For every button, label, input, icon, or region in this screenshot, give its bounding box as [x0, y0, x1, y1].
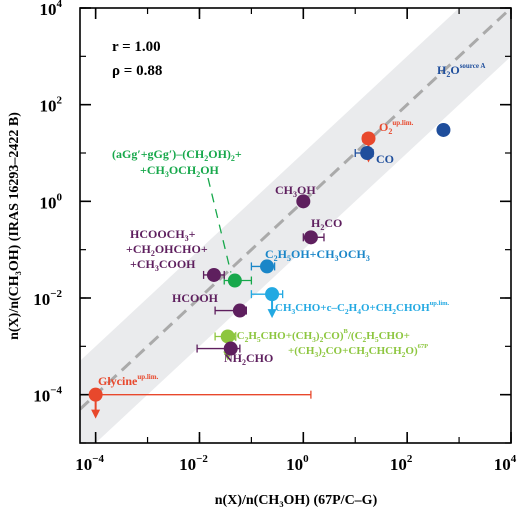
correlation-r: r = 1.00 [112, 39, 161, 55]
label-propanal: (C2H5CHO+(CH3)2CO)B/(C2H5CHO+ [233, 328, 410, 344]
x-axis-label: n(X)/n(CH₃OH) (67P/C–G) [215, 493, 378, 508]
label-co: CO [376, 152, 394, 166]
label-hcooch3: HCOOCH3+ [130, 227, 196, 243]
one-to-one-line [80, 8, 511, 411]
x-tick-label: 10−4 [75, 453, 104, 474]
y-tick-label: 100 [40, 191, 63, 212]
point-hcooh [232, 303, 247, 318]
point-c2h5cho-ch3-2co-c2h5cho-ch3-2co-ch3chch2o [220, 329, 235, 344]
label-o2: O2up.lim. [379, 119, 414, 136]
label-hcooch3-line3: +CH3COOH [130, 257, 196, 273]
point-glycine [88, 387, 103, 402]
label-hcooh: HCOOH [172, 291, 219, 305]
label-c2h5oh: C2H5OH+CH3OCH3 [265, 247, 370, 263]
y-tick-label: 10−4 [33, 385, 62, 406]
label-glycine: Glycineup.lim. [98, 373, 159, 388]
point-o2 [361, 131, 376, 146]
y-tick-label: 102 [40, 95, 63, 116]
label-propanal-line2: +(CH3)2CO+CH3CHCH2O)67P [288, 343, 428, 359]
point-c2h5oh-ch3och3 [260, 259, 275, 274]
point-ch3oh [296, 194, 311, 209]
y-tick-label: 104 [40, 0, 63, 19]
label-ch3oh: CH3OH [275, 183, 316, 199]
x-tick-label: 100 [286, 453, 309, 474]
upper-limit-arrowhead-glycine [91, 409, 101, 419]
x-tick-label: 104 [494, 453, 517, 474]
label-nh2cho: NH2CHO [224, 351, 273, 367]
point-hcooch3-ch2ohcho-ch3cooh [206, 267, 221, 282]
label-ch3cho: CH3CHO+c–C2H4O+CH2CHOHup.lim. [275, 300, 450, 316]
label-hcooch3-line2: +CH2OHCHO+ [126, 242, 208, 258]
label-ethylene-glycol: (aGg′+gGg′)–(CH2OH)2+ [112, 147, 242, 163]
point-agg-ggg-ch2oh-2-ch3och2oh [227, 273, 242, 288]
y-axis-label: n(X)/n(CH₃OH) (IRAS 16293–2422 B) [7, 112, 22, 340]
ethylene-glycol-leader-line [207, 177, 232, 273]
label-h2o: H2Osource A [437, 62, 485, 79]
agreement-band [80, 8, 511, 443]
label-ethylene-glycol-line2: +CH3OCH2OH [140, 163, 220, 179]
label-h2co: H2CO [311, 216, 342, 232]
point-ch3cho-c-c2h4o-ch2choh [265, 287, 280, 302]
correlation-rho: ρ = 0.88 [112, 63, 162, 79]
x-tick-label: 102 [390, 453, 413, 474]
plot-frame [79, 7, 512, 444]
point-h2co [303, 230, 318, 245]
point-co [360, 146, 375, 160]
upper-limit-arrowhead-ch3cho-c-c2h4o-ch2choh [267, 309, 277, 319]
y-tick-label: 10−2 [33, 288, 62, 309]
point-h2o [436, 122, 451, 137]
x-tick-label: 10−2 [179, 453, 208, 474]
point-nh2cho [223, 341, 238, 356]
